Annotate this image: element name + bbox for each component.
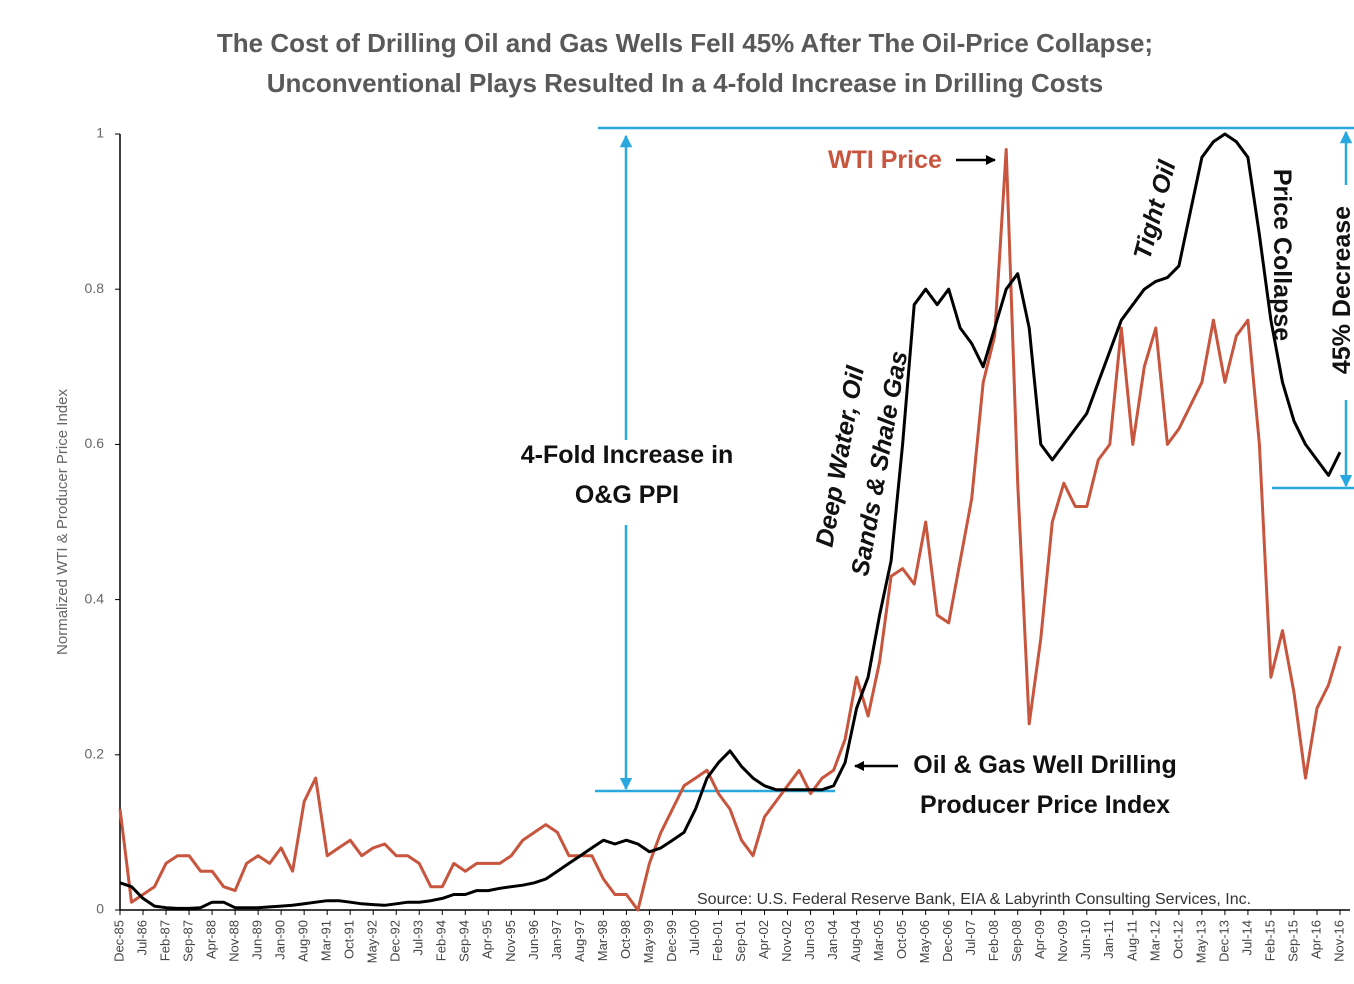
x-tick-label: Jul-86 (134, 920, 149, 955)
x-tick-label: Jan-11 (1101, 920, 1116, 959)
x-tick-label: Jun-89 (250, 920, 265, 960)
x-tick-label: Sep-87 (180, 920, 195, 962)
y-tick-label: 0.4 (85, 590, 105, 606)
x-tick-label: Apr-02 (756, 920, 771, 959)
x-tick-label: Jul-14 (1239, 920, 1254, 955)
x-tick-label: Jul-07 (963, 920, 978, 955)
x-tick-label: Jul-93 (411, 920, 426, 955)
y-tick-label: 1 (96, 125, 104, 141)
x-tick-label: May-92 (365, 920, 380, 963)
x-tick-label: Jan-04 (825, 920, 840, 960)
x-tick-label: Apr-88 (204, 920, 219, 959)
series-line (118, 148, 1342, 912)
x-tick-label: May-99 (641, 920, 656, 963)
x-tick-label: Jun-96 (526, 920, 541, 960)
x-tick-label: Mar-12 (1147, 920, 1162, 961)
x-tick-label: Sep-94 (457, 920, 472, 962)
x-tick-label: Sep-15 (1285, 920, 1300, 962)
x-tick-label: Jul-00 (687, 920, 702, 955)
x-tick-label: Nov-88 (227, 920, 242, 962)
x-tick-label: Mar-05 (871, 920, 886, 961)
x-tick-label: May-13 (1193, 920, 1208, 963)
x-tick-label: Oct-98 (618, 920, 633, 959)
x-tick-label: Feb-87 (157, 920, 172, 961)
x-tick-label: Feb-15 (1262, 920, 1277, 961)
x-tick-label: Feb-08 (986, 920, 1001, 961)
x-tick-label: Aug-04 (848, 920, 863, 962)
x-tick-label: Aug-97 (572, 920, 587, 962)
chart-title: The Cost of Drilling Oil and Gas Wells F… (216, 28, 1154, 58)
x-tick-label: Feb-01 (710, 920, 725, 961)
x-tick-label: Feb-94 (434, 920, 449, 961)
annotation: 4-Fold Increase in O&G PPI (520, 441, 734, 509)
x-tick-label: Mar-91 (319, 920, 334, 961)
x-tick-label: Jun-03 (802, 920, 817, 960)
x-tick-label: Sep-01 (733, 920, 748, 962)
x-tick-label: Dec-13 (1216, 920, 1231, 962)
x-tick-label: Jan-97 (549, 920, 564, 960)
x-tick-label: Nov-09 (1055, 920, 1070, 962)
y-tick-label: 0.8 (85, 280, 105, 296)
x-tick-label: Jan-90 (273, 920, 288, 960)
series-line (119, 132, 1342, 910)
annotation: Price Collapse (1268, 168, 1296, 342)
series-label: WTI Price (828, 146, 942, 174)
chart-subtitle: Unconventional Plays Resulted In a 4-fol… (266, 68, 1104, 98)
y-tick-label: 0.2 (85, 746, 105, 762)
x-tick-label: Nov-02 (779, 920, 794, 962)
annotation: 45% Decrease (1328, 205, 1354, 375)
x-tick-label: Oct-05 (894, 920, 909, 959)
blue-guides (595, 126, 1354, 793)
x-tick-label: Mar-98 (595, 920, 610, 961)
x-tick-label: Apr-16 (1308, 920, 1323, 959)
x-tick-label: Jun-10 (1078, 920, 1093, 960)
x-tick-label: Oct-12 (1170, 920, 1185, 959)
x-tick-label: Sep-08 (1009, 920, 1024, 962)
x-tick-label: Aug-90 (296, 920, 311, 962)
x-tick-label: Apr-95 (480, 920, 495, 959)
x-tick-label: Dec-06 (940, 920, 955, 962)
x-tick-label: Oct-91 (342, 920, 357, 959)
x-tick-label: Dec-92 (388, 920, 403, 962)
x-tick-label: Nov-95 (503, 920, 518, 962)
x-tick-label: Apr-09 (1032, 920, 1047, 959)
y-axis-label: Normalized WTI & Producer Price Index (54, 389, 71, 655)
x-tick-label: Dec-85 (111, 920, 126, 962)
series-label: Oil & Gas Well Drilling Producer Price I… (913, 751, 1177, 819)
source: Source: U.S. Federal Reserve Bank, EIA &… (697, 891, 1251, 908)
x-tick-label: May-06 (917, 920, 932, 963)
y-tick-label: 0.6 (85, 435, 105, 451)
x-tick-label: Aug-11 (1124, 920, 1139, 961)
x-tick-label: Dec-99 (664, 920, 679, 962)
x-tick-label: Nov-16 (1331, 920, 1346, 962)
y-tick-label: 0 (96, 901, 104, 917)
